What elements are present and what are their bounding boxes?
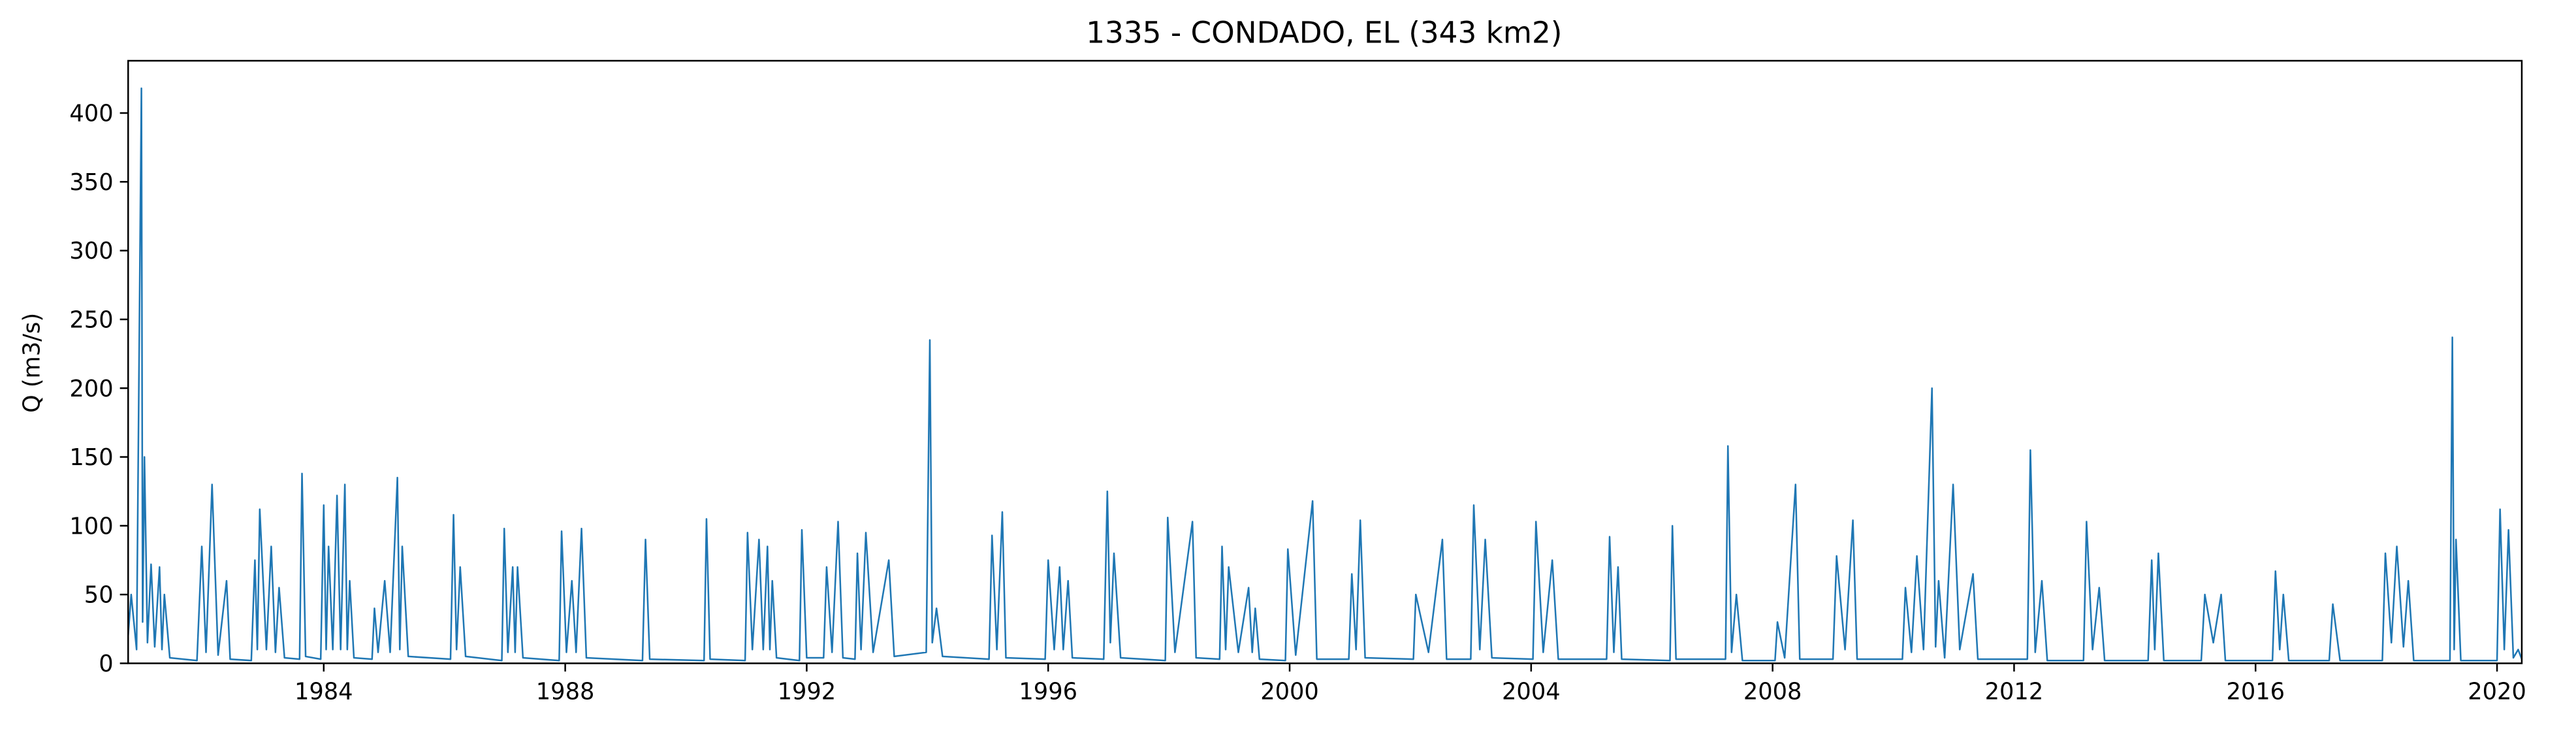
y-tick-label: 300 xyxy=(69,238,113,265)
x-tick-label: 2004 xyxy=(1502,679,1561,705)
flow-line xyxy=(127,87,2523,662)
y-tick-label: 350 xyxy=(69,169,113,196)
chart-title: 1335 - CONDADO, EL (343 km2) xyxy=(1086,15,1562,50)
plot-frame xyxy=(127,59,2523,664)
x-tick-label: 2012 xyxy=(1985,679,2044,705)
y-tick-label: 250 xyxy=(69,307,113,334)
x-tick-label: 1988 xyxy=(536,679,595,705)
y-tick-label: 200 xyxy=(69,376,113,402)
y-tick-label: 100 xyxy=(69,513,113,540)
x-tick-label: 2020 xyxy=(2468,679,2526,705)
y-tick-label: 50 xyxy=(84,582,114,609)
x-tick-label: 2016 xyxy=(2226,679,2285,705)
x-tick-label: 2000 xyxy=(1260,679,1319,705)
x-tick-label: 2008 xyxy=(1743,679,1802,705)
x-tick-label: 1984 xyxy=(294,679,353,705)
y-tick-label: 150 xyxy=(69,444,113,471)
y-axis-label: Q (m3/s) xyxy=(18,313,45,413)
y-tick-label: 0 xyxy=(99,651,113,677)
y-tick-label: 400 xyxy=(69,101,113,127)
x-tick-label: 1996 xyxy=(1019,679,1077,705)
x-tick-label: 1992 xyxy=(778,679,836,705)
